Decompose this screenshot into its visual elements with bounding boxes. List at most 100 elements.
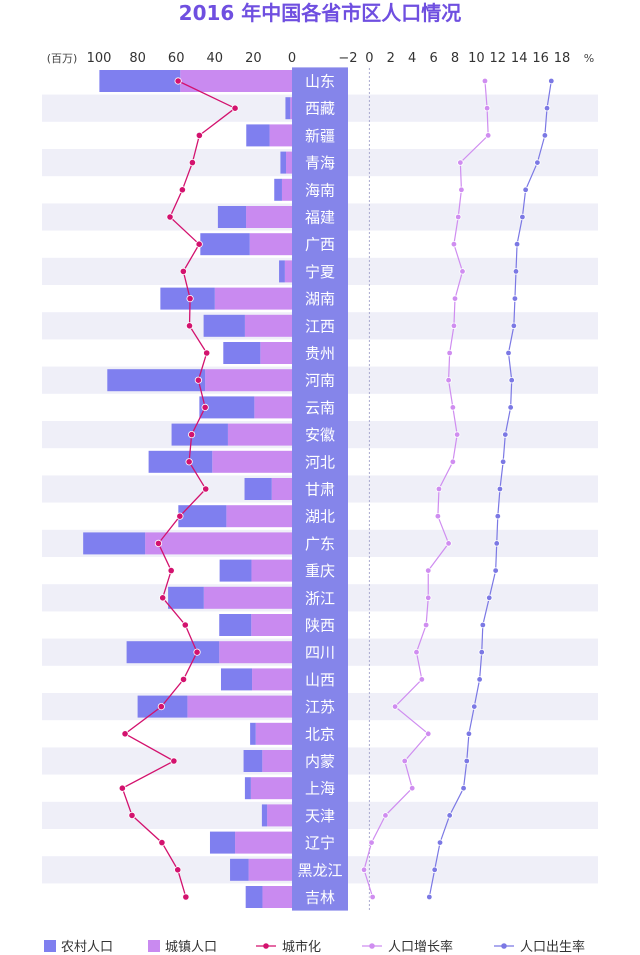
growth-point	[422, 621, 430, 629]
rural-population-bar	[245, 886, 263, 908]
urban-population-bar	[269, 124, 292, 147]
growth-point	[409, 785, 416, 792]
province-label: 辽宁	[305, 834, 335, 852]
urban-population-bar	[226, 505, 292, 528]
province-label: 山西	[305, 671, 335, 689]
rural-population-bar	[261, 804, 268, 827]
urbanization-point	[179, 675, 188, 684]
birth-point	[463, 757, 470, 765]
rural-population-bar	[220, 668, 253, 691]
birth-point	[446, 812, 453, 819]
rural-population-bar	[126, 641, 220, 664]
urban-population-bar	[219, 641, 292, 664]
urbanization-point	[158, 838, 166, 847]
left-axis-ticks: 100 80 60 40 20 0	[87, 51, 297, 66]
growth-point	[382, 812, 389, 819]
birth-point	[431, 866, 438, 873]
urbanization-point	[176, 512, 184, 520]
province-label: 北京	[305, 725, 335, 743]
right-axis-tick-label: 12	[490, 51, 507, 66]
province-label: 江西	[305, 317, 335, 335]
left-axis-unit-label: (百万)	[47, 52, 78, 65]
left-axis-tick-label: 100	[87, 51, 112, 66]
birth-point	[513, 240, 521, 248]
growth-point	[401, 757, 408, 765]
province-label: 内蒙	[305, 753, 335, 771]
urbanization-point	[201, 403, 209, 411]
urbanization-point	[188, 430, 196, 439]
urbanization-point	[203, 349, 211, 357]
urban-population-bar	[214, 287, 292, 310]
urban-population-bar	[235, 831, 292, 854]
urban-population-bar	[271, 478, 292, 500]
growth-point	[455, 213, 462, 221]
urbanization-point	[118, 784, 126, 792]
province-label: 广东	[305, 535, 335, 553]
birth-point	[486, 594, 493, 601]
urbanization-point	[166, 213, 174, 221]
birth-point	[508, 377, 515, 384]
birth-point	[507, 404, 514, 411]
urban-population-bar	[252, 668, 292, 691]
growth-point	[418, 676, 426, 683]
right-axis-tick-label: 10	[468, 51, 485, 66]
birth-point	[478, 649, 485, 656]
urbanization-point	[181, 621, 189, 629]
rural-population-bar	[199, 396, 255, 419]
population-bars	[83, 70, 292, 908]
legend-label: 城镇人口	[165, 940, 217, 955]
rural-population-bar	[279, 260, 285, 283]
urbanization-point	[195, 131, 203, 139]
growth-point	[369, 893, 376, 901]
legend-label: 人口出生率	[520, 939, 585, 955]
province-label: 浙江	[305, 589, 335, 607]
right-axis-unit-label: %	[584, 52, 594, 65]
province-label: 海南	[305, 181, 335, 199]
left-axis-tick-label: 40	[207, 51, 224, 66]
birth-point	[479, 621, 487, 629]
right-axis-tick-label: 0	[365, 51, 373, 66]
urban-population-bar	[250, 777, 292, 800]
birth-point	[534, 159, 541, 166]
urban-population-bar	[212, 450, 292, 473]
urbanization-point	[186, 294, 194, 303]
birth-point	[519, 213, 526, 221]
urban-population-bar	[284, 260, 292, 283]
birth-point	[499, 458, 507, 465]
growth-point	[360, 866, 368, 873]
growth-point	[434, 513, 442, 520]
growth-point	[484, 132, 492, 139]
left-axis-tick-label: 0	[288, 51, 296, 66]
province-label: 云南	[305, 399, 335, 417]
birth-legend-dot	[501, 943, 507, 949]
urbanization-point	[179, 267, 187, 275]
growth-point	[368, 839, 375, 846]
legend: 农村人口 城镇人口 城市化 人口增长率 人口出生率	[44, 939, 585, 955]
birth-point	[541, 132, 549, 139]
legend-label: 农村人口	[61, 940, 113, 955]
province-labels: 山东西藏新疆青海海南福建广西宁夏湖南江西贵州河南云南安徽河北甘肃湖北广东重庆浙江…	[292, 67, 348, 911]
urban-population-bar	[267, 804, 292, 827]
urbanization-point	[159, 594, 167, 602]
urbanization-point	[195, 240, 203, 248]
right-axis-tick-label: 14	[511, 51, 528, 66]
province-label: 吉林	[305, 889, 335, 907]
rural-population-bar	[219, 614, 252, 636]
urban-population-bar	[260, 342, 292, 364]
urbanization-point	[182, 893, 190, 901]
province-label: 上海	[305, 780, 335, 798]
rural-population-bar	[203, 314, 245, 337]
birth-point	[494, 513, 501, 520]
province-label: 安徽	[305, 426, 335, 444]
growth-point	[425, 730, 432, 737]
rural-population-bar	[250, 722, 256, 745]
growth-point	[459, 268, 466, 275]
urban-population-bar	[205, 369, 292, 392]
province-label: 山东	[305, 73, 335, 91]
urbanization-point	[185, 458, 193, 466]
growth-point	[391, 703, 399, 710]
urban-population-bar	[203, 586, 292, 609]
urban-population-bar	[251, 614, 292, 636]
urban-population-bar	[248, 858, 292, 881]
